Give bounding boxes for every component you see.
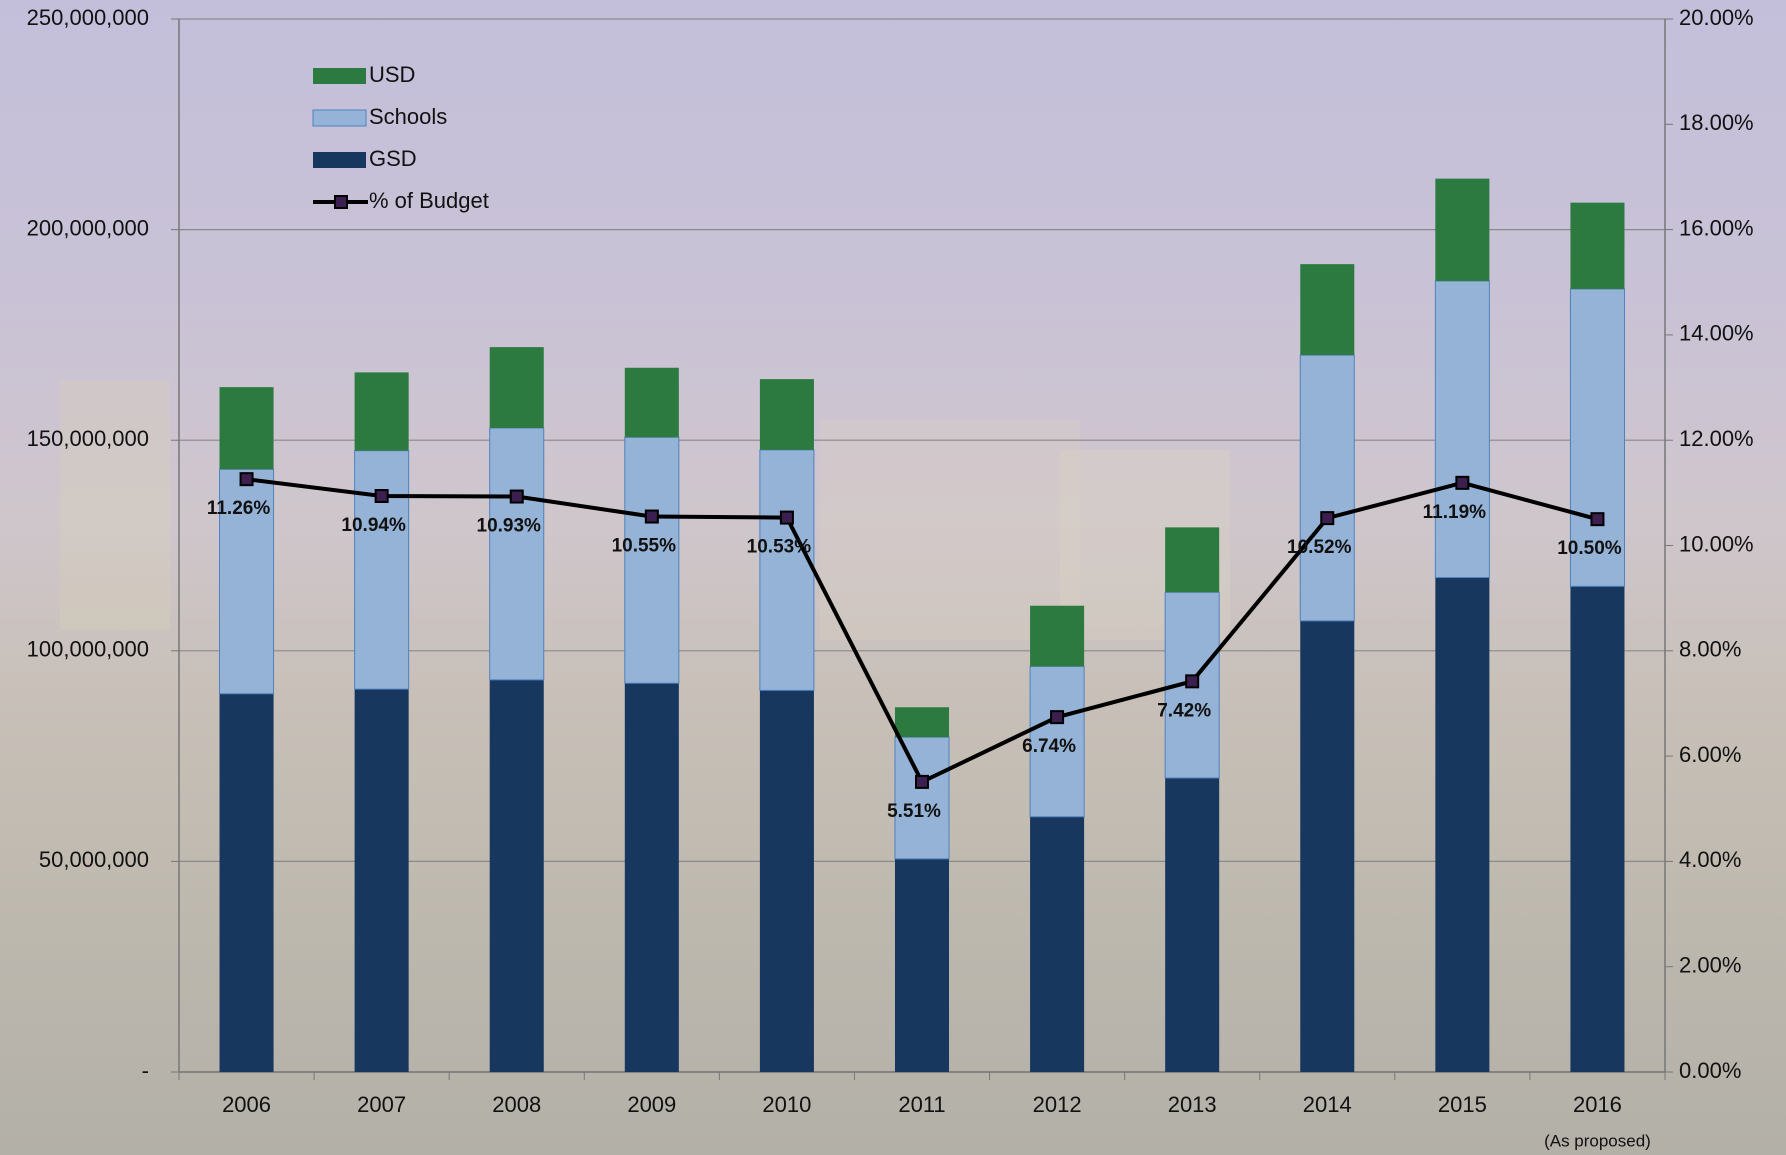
legend-label: GSD bbox=[369, 146, 417, 171]
x-tick-label: 2009 bbox=[627, 1092, 676, 1117]
bar-segment bbox=[1435, 577, 1490, 1072]
bar-segment bbox=[759, 449, 815, 691]
y-tick-label: 150,000,000 bbox=[27, 426, 149, 451]
line-marker bbox=[644, 509, 659, 524]
y2-tick-label: 6.00% bbox=[1679, 742, 1741, 767]
bar-segment bbox=[1030, 605, 1085, 667]
line-marker bbox=[1590, 512, 1605, 527]
legend-swatch bbox=[313, 152, 366, 168]
data-label: 10.53% bbox=[747, 537, 812, 558]
background-building bbox=[820, 420, 1080, 640]
data-label: 7.42% bbox=[1157, 700, 1211, 721]
x-tick-label: 2012 bbox=[1033, 1092, 1082, 1117]
x-tick-label: 2006 bbox=[222, 1092, 271, 1117]
bar-segment bbox=[1029, 665, 1085, 818]
line-marker bbox=[915, 774, 929, 789]
bar-segment bbox=[1299, 354, 1355, 622]
bar-segment bbox=[1300, 620, 1355, 1072]
data-label: 10.94% bbox=[341, 515, 406, 536]
data-label: 6.74% bbox=[1022, 736, 1076, 757]
data-label: 10.52% bbox=[1287, 537, 1352, 558]
y2-tick-label: 12.00% bbox=[1679, 426, 1754, 451]
data-label: 10.93% bbox=[477, 516, 542, 537]
y-tick-label: 200,000,000 bbox=[27, 215, 149, 240]
bar-segment bbox=[354, 689, 409, 1072]
line-marker bbox=[779, 510, 794, 525]
bar-segment bbox=[489, 679, 544, 1072]
data-label: 10.55% bbox=[612, 536, 677, 557]
y-tick-label: 100,000,000 bbox=[27, 637, 149, 662]
bar-segment bbox=[489, 347, 544, 428]
y-tick-label: 250,000,000 bbox=[27, 5, 149, 30]
y2-tick-label: 8.00% bbox=[1679, 637, 1741, 662]
bar-segment bbox=[219, 693, 274, 1072]
bar-segment bbox=[894, 736, 950, 860]
y2-tick-label: 16.00% bbox=[1679, 215, 1754, 240]
data-label: 11.19% bbox=[1423, 502, 1486, 523]
y2-tick-label: 4.00% bbox=[1679, 847, 1741, 872]
x-tick-label: 2008 bbox=[492, 1092, 541, 1117]
bar-segment bbox=[354, 450, 410, 690]
x-tick-label: 2015 bbox=[1438, 1092, 1487, 1117]
x-tick-label: 2014 bbox=[1303, 1092, 1352, 1117]
data-label: 10.50% bbox=[1557, 538, 1622, 559]
x-annotation: (As proposed) bbox=[1544, 1131, 1651, 1150]
y2-tick-label: 18.00% bbox=[1679, 110, 1754, 135]
x-tick-label: 2011 bbox=[898, 1092, 945, 1117]
bar-segment bbox=[354, 372, 409, 451]
legend-marker bbox=[334, 195, 348, 209]
data-label: 5.51% bbox=[887, 801, 941, 822]
bar-segment bbox=[489, 427, 545, 681]
bar-segment bbox=[1434, 280, 1490, 579]
line-marker bbox=[1320, 511, 1335, 526]
line-marker bbox=[374, 489, 389, 504]
line-marker bbox=[1050, 710, 1065, 725]
bar-segment bbox=[894, 707, 950, 738]
legend-swatch bbox=[312, 109, 367, 127]
bar-segment bbox=[624, 367, 679, 438]
bar-segment bbox=[1569, 288, 1625, 587]
bar-segment bbox=[624, 683, 679, 1072]
line-marker bbox=[1185, 674, 1200, 689]
bar-segment bbox=[1300, 264, 1355, 356]
line-marker bbox=[1455, 475, 1470, 490]
legend-swatch bbox=[313, 68, 366, 84]
bar-segment bbox=[759, 379, 814, 450]
bar-segment bbox=[624, 436, 680, 684]
legend-label: % of Budget bbox=[369, 188, 489, 213]
background-building bbox=[60, 380, 170, 630]
bar-segment bbox=[1030, 816, 1085, 1072]
y2-tick-label: 0.00% bbox=[1679, 1058, 1741, 1083]
bar-segment bbox=[1570, 202, 1625, 289]
y-tick-label: - bbox=[142, 1058, 149, 1083]
bar-segment bbox=[1165, 527, 1220, 593]
data-label: 11.26% bbox=[207, 498, 270, 519]
line-marker bbox=[239, 472, 254, 487]
y2-tick-label: 2.00% bbox=[1679, 953, 1741, 978]
legend-label: Schools bbox=[369, 104, 447, 129]
y-tick-label: 50,000,000 bbox=[39, 847, 149, 872]
x-tick-label: 2013 bbox=[1168, 1092, 1217, 1117]
x-tick-label: 2007 bbox=[357, 1092, 406, 1117]
bar-segment bbox=[219, 387, 274, 470]
legend-label: USD bbox=[369, 62, 415, 87]
x-tick-label: 2010 bbox=[762, 1092, 811, 1117]
bar-segment bbox=[759, 690, 814, 1072]
bar-segment bbox=[894, 858, 950, 1072]
y2-tick-label: 20.00% bbox=[1679, 5, 1754, 30]
x-tick-label: 2016 bbox=[1573, 1092, 1622, 1117]
bar-segment bbox=[219, 468, 275, 695]
line-marker bbox=[509, 489, 524, 504]
y2-tick-label: 10.00% bbox=[1679, 531, 1754, 556]
y2-tick-label: 14.00% bbox=[1679, 321, 1754, 346]
bar-segment bbox=[1570, 586, 1625, 1072]
bar-segment bbox=[1165, 778, 1220, 1072]
bar-segment bbox=[1435, 178, 1490, 281]
